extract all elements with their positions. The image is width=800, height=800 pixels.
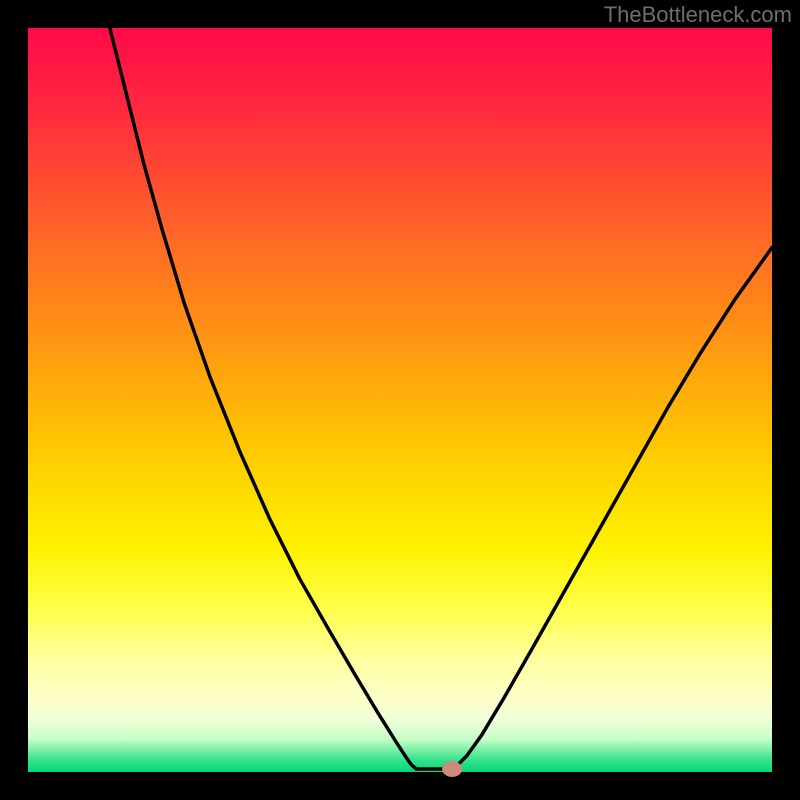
watermark-text: TheBottleneck.com [604, 2, 792, 28]
chart-plot-area [28, 28, 772, 772]
optimum-marker [442, 761, 462, 777]
bottleneck-chart [0, 0, 800, 800]
